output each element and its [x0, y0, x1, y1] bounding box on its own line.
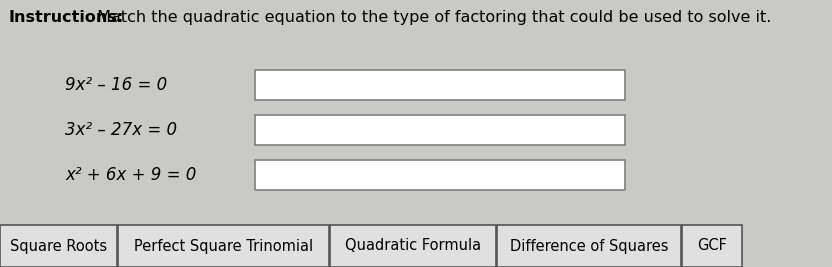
FancyBboxPatch shape: [255, 70, 625, 100]
FancyBboxPatch shape: [118, 225, 329, 267]
FancyBboxPatch shape: [255, 115, 625, 145]
FancyBboxPatch shape: [497, 225, 681, 267]
Text: 3x² – 27x = 0: 3x² – 27x = 0: [65, 121, 177, 139]
Text: Quadratic Formula: Quadratic Formula: [345, 238, 481, 253]
FancyBboxPatch shape: [0, 225, 117, 267]
Text: 9x² – 16 = 0: 9x² – 16 = 0: [65, 76, 167, 94]
FancyBboxPatch shape: [255, 160, 625, 190]
Text: Match the quadratic equation to the type of factoring that could be used to solv: Match the quadratic equation to the type…: [92, 10, 771, 25]
Text: x² + 6x + 9 = 0: x² + 6x + 9 = 0: [65, 166, 196, 184]
Text: GCF: GCF: [697, 238, 727, 253]
Text: Square Roots: Square Roots: [10, 238, 107, 253]
FancyBboxPatch shape: [330, 225, 496, 267]
Text: Difference of Squares: Difference of Squares: [510, 238, 668, 253]
Text: Perfect Square Trinomial: Perfect Square Trinomial: [134, 238, 313, 253]
Text: Instructions:: Instructions:: [8, 10, 123, 25]
FancyBboxPatch shape: [682, 225, 742, 267]
